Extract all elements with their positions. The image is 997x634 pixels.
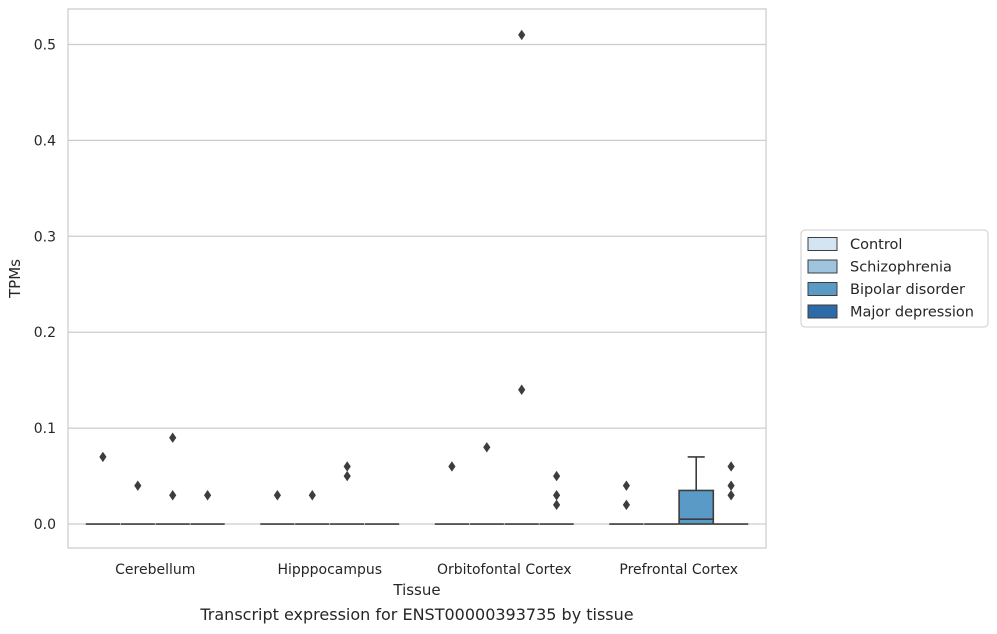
x-axis-title: Tissue (392, 581, 440, 599)
outlier-point (169, 490, 177, 501)
outlier-point (343, 461, 351, 472)
legend-label: Major depression (850, 305, 974, 321)
x-tick-label: Orbitofontal Cortex (437, 562, 572, 578)
legend-swatch (807, 237, 838, 251)
legend-swatch (807, 259, 838, 274)
y-tick-label: 0.1 (34, 421, 56, 437)
x-tick-label: Hipppocampus (277, 562, 382, 578)
y-tick-label: 0.2 (34, 325, 56, 341)
outlier-point (553, 499, 561, 511)
box-2-3 (678, 456, 715, 525)
y-tick-label: 0.0 (34, 517, 56, 533)
y-axis-title: TPMs (6, 259, 24, 299)
outlier-point (343, 470, 351, 482)
y-tick-labels: 0.0 0.1 0.2 0.3 0.4 0.5 (34, 37, 56, 533)
outlier-point (622, 499, 630, 511)
legend-label: Bipolar disorder (850, 282, 965, 298)
x-tick-labels: Cerebellum Hipppocampus Orbitofontal Corte… (115, 562, 738, 578)
outlier-point (448, 461, 456, 472)
figure-caption: Transcript expression for ENST0000039373… (200, 605, 634, 624)
outlier-point (518, 29, 526, 41)
legend-swatch (807, 304, 838, 319)
boxes (85, 456, 749, 525)
outlier-point (622, 480, 630, 491)
y-tick-label: 0.4 (34, 133, 56, 149)
legend-frame (800, 229, 989, 328)
outlier-point (483, 442, 491, 453)
outlier-point (727, 461, 735, 472)
y-tick-label: 0.5 (34, 37, 56, 53)
outlier-point (99, 451, 107, 463)
outlier-point (518, 384, 526, 395)
outlier-point (308, 490, 316, 501)
outlier-point (273, 490, 281, 501)
outlier-point (727, 490, 735, 501)
outlier-point (553, 490, 561, 501)
x-tick-label: Cerebellum (115, 562, 195, 578)
y-tick-label: 0.3 (34, 229, 56, 245)
outlier-point (553, 470, 561, 482)
legend-label: Schizophrenia (850, 260, 952, 276)
gridlines (68, 43, 766, 525)
x-tick-label: Prefrontal Cortex (619, 562, 738, 578)
outliers (99, 29, 735, 511)
outlier-point (134, 480, 142, 491)
outlier-point (169, 432, 177, 443)
outlier-point (204, 490, 212, 501)
legend-swatch (807, 282, 838, 296)
legend-label: Control (850, 237, 902, 253)
legend: Control Schizophrenia Bipolar disorder Majo… (800, 229, 989, 328)
plot-area-frame (67, 8, 767, 549)
outlier-point (727, 480, 735, 491)
